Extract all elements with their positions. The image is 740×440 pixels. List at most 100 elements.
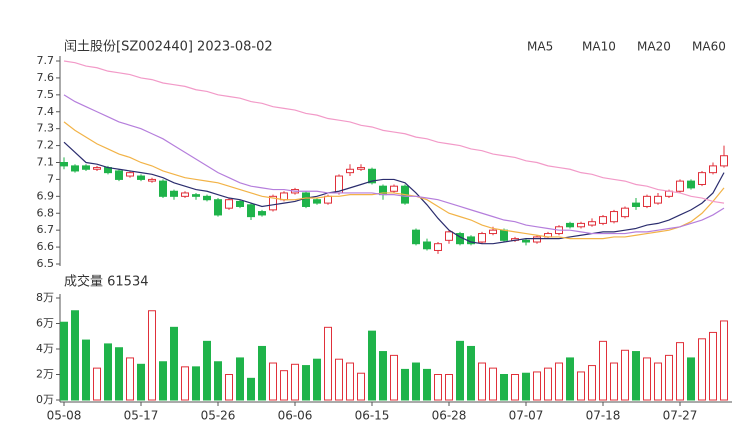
y-tick-label: 6.9 xyxy=(37,189,55,202)
volume-bar xyxy=(423,368,431,401)
volume-bar xyxy=(203,340,211,401)
volume-bar xyxy=(192,366,200,401)
legend-entry: MA20 xyxy=(637,40,671,54)
volume-bar xyxy=(170,326,178,401)
candle-body xyxy=(357,167,365,170)
candle-body xyxy=(698,172,706,185)
volume-bar xyxy=(247,377,255,401)
volume-bar xyxy=(379,351,387,401)
volume-bar xyxy=(159,361,167,401)
volume-bar xyxy=(654,362,662,401)
x-tick-label: 05-26 xyxy=(201,409,236,423)
volume-bar xyxy=(71,310,79,401)
y-tick-label: 7.6 xyxy=(37,71,55,84)
candle-body xyxy=(203,195,211,201)
candle-body xyxy=(489,229,497,235)
candle-body xyxy=(709,165,717,174)
y-tick-label: 7 xyxy=(47,172,54,185)
volume-bar xyxy=(214,361,222,401)
volume-bar xyxy=(632,351,640,401)
candle-body xyxy=(269,195,277,211)
volume-bar xyxy=(181,366,189,401)
y-tick-label: 2万 xyxy=(36,368,54,381)
y-tick-label: 6.7 xyxy=(37,223,55,236)
candle-body xyxy=(599,216,607,224)
candle-body xyxy=(643,195,651,207)
candle-body xyxy=(445,231,453,241)
volume-bar xyxy=(258,345,266,401)
candle-body xyxy=(280,192,288,201)
volume-bar xyxy=(599,340,607,401)
candle-body xyxy=(148,178,156,182)
y-tick-label: 0万 xyxy=(36,393,54,406)
volume-bar xyxy=(555,362,563,401)
candle-body xyxy=(478,233,486,243)
volume-bar xyxy=(357,372,365,401)
y-tick-label: 7.3 xyxy=(37,122,55,135)
volume-bar xyxy=(533,371,541,401)
candle-body xyxy=(610,211,618,223)
ma-line xyxy=(63,141,725,245)
candle-body xyxy=(181,192,189,197)
candle-body xyxy=(258,211,266,216)
volume-bar xyxy=(610,362,618,401)
y-tick-label: 7.7 xyxy=(37,54,55,67)
x-tick-label: 07-27 xyxy=(663,409,698,423)
candle-body xyxy=(313,199,321,204)
volume-bar xyxy=(698,338,706,401)
candle-body xyxy=(137,175,145,180)
volume-bar xyxy=(511,374,519,401)
y-tick-label: 7.2 xyxy=(37,139,55,152)
volume-bar xyxy=(313,358,321,401)
volume-bar xyxy=(368,330,376,401)
candle-body xyxy=(368,168,376,184)
candle-body xyxy=(346,168,354,174)
y-tick-label: 6万 xyxy=(36,317,54,330)
volume-bar xyxy=(302,365,310,401)
x-tick-label: 05-17 xyxy=(124,409,159,423)
x-tick-label: 07-07 xyxy=(509,409,544,423)
candle-body xyxy=(632,202,640,207)
x-tick-label: 06-06 xyxy=(278,409,313,423)
volume-bar xyxy=(324,326,332,401)
volume-bar xyxy=(676,342,684,401)
volume-bar xyxy=(401,368,409,401)
candle-body xyxy=(324,195,332,204)
y-tick-label: 6.5 xyxy=(37,257,55,270)
volume-bar xyxy=(544,367,552,401)
candle-body xyxy=(60,162,68,167)
volume-bar xyxy=(588,365,596,401)
y-tick-label: 7.4 xyxy=(37,105,55,118)
candle-body xyxy=(93,167,101,170)
ma-line xyxy=(63,121,725,240)
volume-bar xyxy=(225,374,233,401)
volume-bar xyxy=(445,374,453,401)
x-tick-label: 06-15 xyxy=(355,409,390,423)
candle-body xyxy=(588,221,596,226)
candle-body xyxy=(302,192,310,207)
volume-bar xyxy=(500,374,508,401)
y-tick-label: 6.6 xyxy=(37,240,55,253)
candle-body xyxy=(71,165,79,172)
volume-bar xyxy=(335,358,343,401)
volume-bar xyxy=(269,362,277,401)
volume-bar xyxy=(566,357,574,401)
volume-bar xyxy=(93,367,101,401)
candle-body xyxy=(522,239,530,243)
volume-bar xyxy=(687,357,695,401)
volume-bar xyxy=(467,345,475,401)
candle-body xyxy=(115,170,123,180)
candle-body xyxy=(225,199,233,209)
volume-bar xyxy=(137,363,145,401)
volume-bar xyxy=(291,363,299,401)
volume-bar xyxy=(709,331,717,401)
candle-body xyxy=(500,229,508,241)
ma-line xyxy=(63,94,725,235)
volume-bar xyxy=(621,349,629,401)
volume-bar xyxy=(412,362,420,401)
volume-bar xyxy=(478,362,486,401)
candle-body xyxy=(654,195,662,204)
y-tick-label: 7.5 xyxy=(37,88,55,101)
